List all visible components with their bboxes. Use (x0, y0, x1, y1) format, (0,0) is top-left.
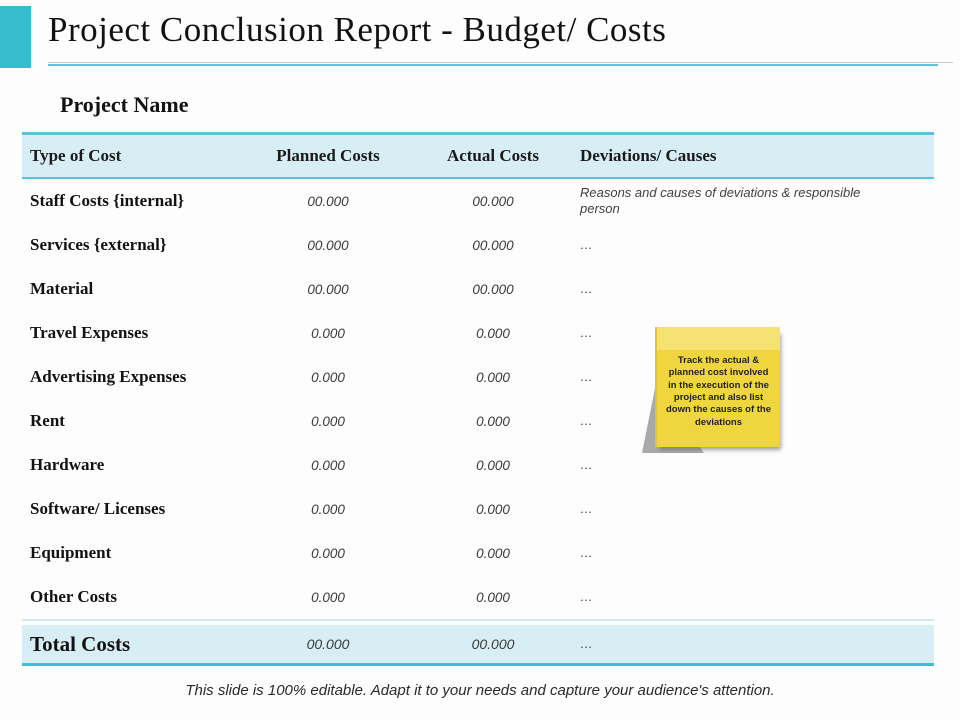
row-actual-value: 0.000 (476, 413, 510, 429)
row-deviation-text: … (580, 237, 593, 253)
row-label: Staff Costs {internal} (30, 191, 185, 210)
row-deviation-text: … (580, 589, 593, 605)
row-planned-value: 0.000 (311, 457, 345, 473)
row-actual-value: 0.000 (476, 325, 510, 341)
row-planned-value: 0.000 (311, 413, 345, 429)
sticky-note-body: Track the actual & planned cost involved… (655, 327, 780, 447)
row-label: Services {external} (30, 235, 167, 254)
table-row: Equipment 0.000 0.000 … (22, 531, 934, 575)
sticky-note-text: Track the actual & planned cost involved… (665, 355, 772, 428)
table-row: Material 00.000 00.000 … (22, 267, 934, 311)
row-actual-value: 00.000 (472, 237, 514, 253)
row-planned-value: 0.000 (311, 501, 345, 517)
row-deviation-text: … (580, 501, 593, 517)
title-accent-square (0, 6, 31, 68)
table-row: Software/ Licenses 0.000 0.000 … (22, 487, 934, 531)
title-divider-teal (48, 64, 938, 66)
page-title: Project Conclusion Report - Budget/ Cost… (48, 10, 667, 49)
row-actual-value: 0.000 (476, 457, 510, 473)
table-row: Rent 0.000 0.000 … (22, 399, 934, 443)
total-planned-value: 00.000 (306, 636, 350, 652)
row-planned-value: 0.000 (311, 369, 345, 385)
row-planned-value: 0.000 (311, 325, 345, 341)
row-deviation-text: … (580, 413, 593, 429)
row-actual-value: 0.000 (476, 369, 510, 385)
row-actual-value: 0.000 (476, 545, 510, 561)
table-row: Travel Expenses 0.000 0.000 … (22, 311, 934, 355)
row-label: Material (30, 279, 94, 298)
cost-table: Type of Cost Planned Costs Actual Costs … (22, 132, 934, 666)
row-planned-value: 00.000 (307, 281, 349, 297)
row-label: Hardware (30, 455, 105, 474)
row-deviation-text: … (580, 369, 593, 385)
header-deviations-causes: Deviations/ Causes (580, 146, 717, 165)
row-deviation-text: … (580, 325, 593, 341)
row-deviation-text: Reasons and causes of deviations & respo… (580, 185, 861, 216)
header-actual-costs: Actual Costs (446, 146, 540, 165)
row-planned-value: 00.000 (307, 237, 349, 253)
sticky-note: Track the actual & planned cost involved… (642, 327, 780, 453)
row-planned-value: 0.000 (311, 545, 345, 561)
row-actual-value: 00.000 (472, 281, 514, 297)
header-type-of-cost: Type of Cost (30, 146, 122, 165)
table-row: Services {external} 00.000 00.000 … (22, 223, 934, 267)
title-divider-gray (48, 62, 953, 63)
row-deviation-text: … (580, 281, 593, 297)
total-row: Total Costs 00.000 00.000 … (22, 625, 934, 666)
total-deviation-text: … (580, 636, 593, 652)
table-row: Staff Costs {internal} 00.000 00.000 Rea… (22, 179, 934, 223)
row-label: Advertising Expenses (30, 367, 187, 386)
row-planned-value: 00.000 (307, 193, 349, 209)
total-row-separator (22, 619, 934, 621)
row-label: Equipment (30, 543, 112, 562)
table-row: Other Costs 0.000 0.000 … (22, 575, 934, 619)
row-deviation-text: … (580, 457, 593, 473)
table-row: Hardware 0.000 0.000 … (22, 443, 934, 487)
row-label: Other Costs (30, 587, 118, 606)
row-actual-value: 0.000 (476, 501, 510, 517)
header-planned-costs: Planned Costs (276, 146, 380, 165)
project-name-heading: Project Name (60, 92, 189, 117)
sticky-note-top-strip (657, 327, 780, 350)
table-row: Advertising Expenses 0.000 0.000 … (22, 355, 934, 399)
row-planned-value: 0.000 (311, 589, 345, 605)
table-body: Staff Costs {internal} 00.000 00.000 Rea… (22, 179, 934, 619)
row-label: Software/ Licenses (30, 499, 166, 518)
total-actual-value: 00.000 (471, 636, 515, 652)
row-actual-value: 0.000 (476, 589, 510, 605)
table-header-row: Type of Cost Planned Costs Actual Costs … (22, 132, 934, 179)
row-label: Travel Expenses (30, 323, 149, 342)
total-label: Total Costs (30, 631, 131, 656)
footer-note: This slide is 100% editable. Adapt it to… (185, 682, 775, 699)
row-deviation-text: … (580, 545, 593, 561)
row-label: Rent (30, 411, 65, 430)
row-actual-value: 00.000 (472, 193, 514, 209)
